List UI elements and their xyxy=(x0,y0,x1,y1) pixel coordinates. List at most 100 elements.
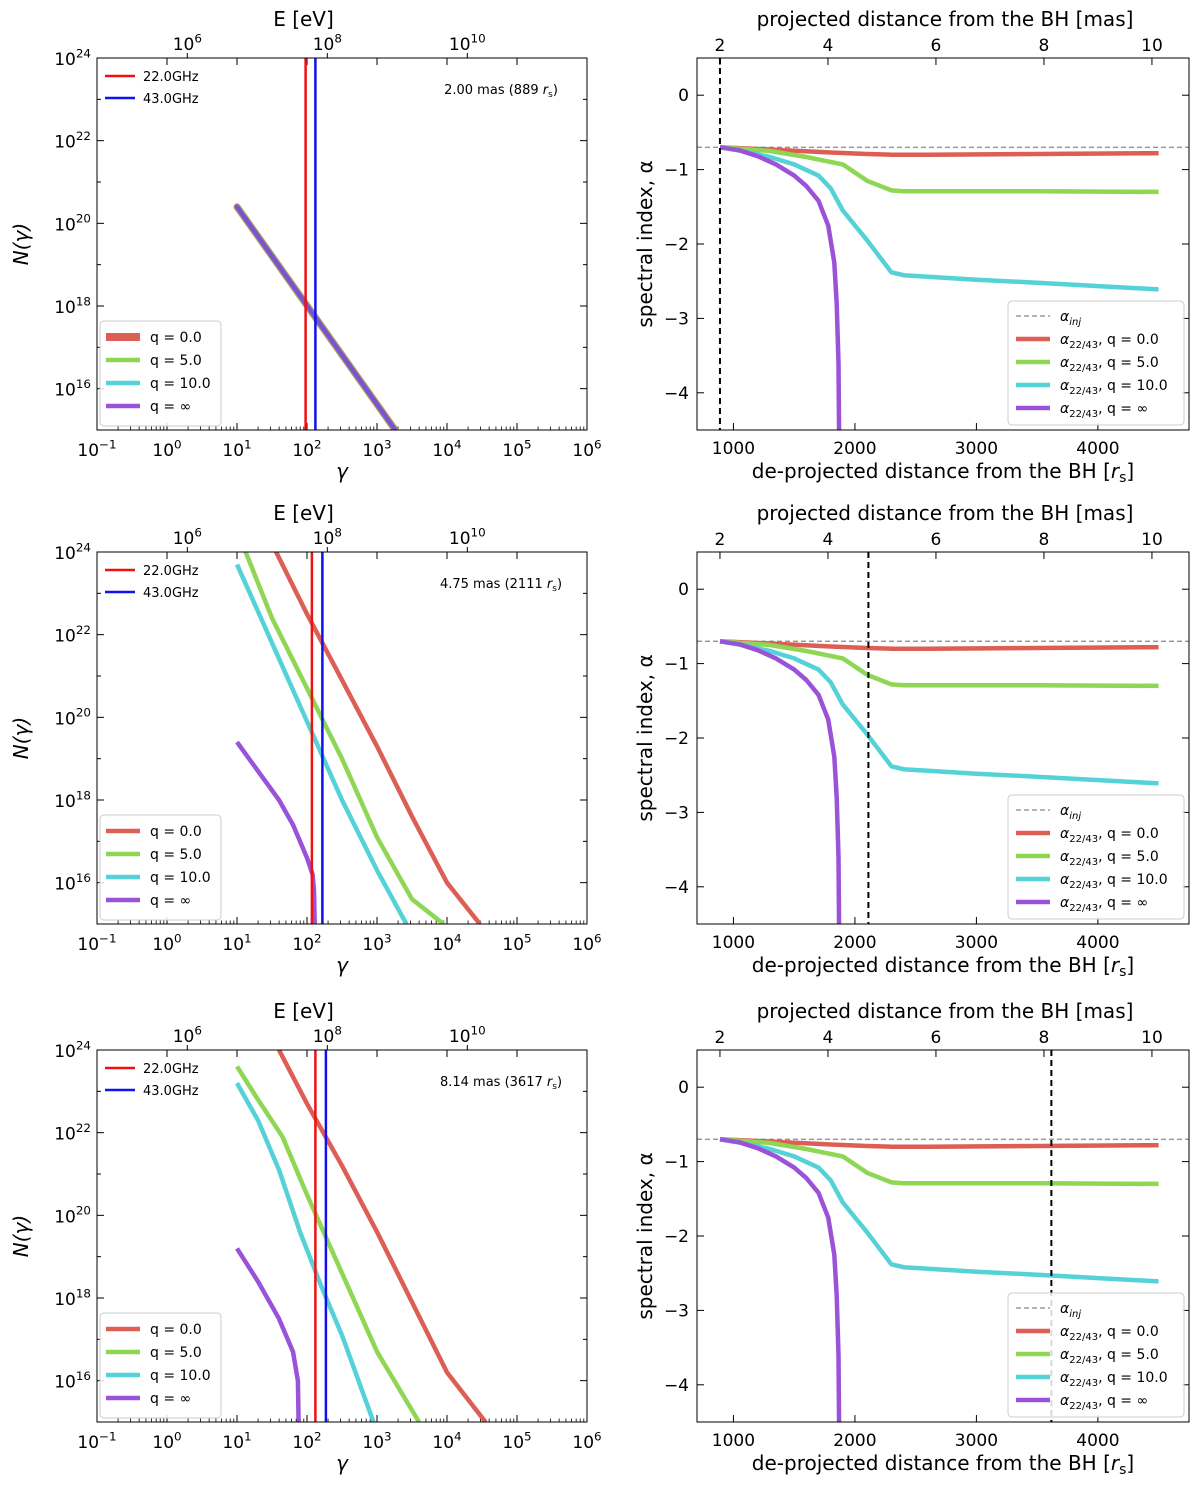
y-tick-label: 1016 xyxy=(54,377,91,401)
x-tick-label: 104 xyxy=(432,437,461,461)
top-tick-label: 106 xyxy=(173,1023,202,1047)
y-tick-label: −2 xyxy=(664,729,689,749)
legend-label: q = 5.0 xyxy=(150,1345,202,1361)
top-tick-label: 10 xyxy=(1141,530,1163,550)
series-line-q10 xyxy=(234,563,409,924)
legend-box xyxy=(99,814,222,921)
series-line-q0 xyxy=(277,1050,488,1422)
x-tick-label: 3000 xyxy=(955,933,998,953)
y-tick-label: −2 xyxy=(664,1227,689,1247)
legend-label: αinj xyxy=(1060,1301,1081,1320)
x-tick-label: 2000 xyxy=(833,439,876,459)
series-line-q5 xyxy=(243,552,445,924)
x-tick-label: 104 xyxy=(432,931,461,955)
top-axis-title: E [eV] xyxy=(273,501,334,525)
x-tick-label: 101 xyxy=(222,437,251,461)
y-tick-label: −2 xyxy=(664,235,689,255)
top-tick-label: 1010 xyxy=(449,1023,486,1047)
y-tick-label: −1 xyxy=(664,1153,689,1173)
top-tick-label: 8 xyxy=(1039,1028,1050,1048)
x-tick-label: 103 xyxy=(362,437,391,461)
top-tick-label: 10 xyxy=(1141,1028,1163,1048)
y-tick-label: 1016 xyxy=(54,871,91,895)
top-tick-label: 1010 xyxy=(449,525,486,549)
distance-annotation: 8.14 mas (3617 rs) xyxy=(440,1075,562,1092)
top-tick-label: 4 xyxy=(823,1028,834,1048)
legend-label: q = ∞ xyxy=(150,399,191,415)
x-tick-label: 2000 xyxy=(833,1431,876,1451)
x-tick-label: 10−1 xyxy=(77,931,116,955)
top-tick-label: 1010 xyxy=(449,31,486,55)
y-tick-label: 1018 xyxy=(54,294,91,318)
x-tick-label: 104 xyxy=(432,1429,461,1453)
y-axis-title: spectral index, α xyxy=(633,160,657,327)
legend-label: α22/43, q = ∞ xyxy=(1060,1393,1148,1412)
curves xyxy=(233,58,399,430)
x-tick-label: 10−1 xyxy=(77,1429,116,1453)
top-tick-label: 4 xyxy=(823,530,834,550)
legend-label: α22/43, q = ∞ xyxy=(1060,401,1148,420)
legend-label: α22/43, q = 5.0 xyxy=(1060,1347,1159,1366)
legend-label: α22/43, q = 10.0 xyxy=(1060,378,1168,397)
x-axis-title: de-projected distance from the BH [rs] xyxy=(752,953,1134,980)
top-tick-label: 2 xyxy=(715,1028,726,1048)
x-tick-label: 4000 xyxy=(1076,933,1119,953)
series-line-q5 xyxy=(719,145,1159,195)
series-line-q0 xyxy=(719,639,1159,651)
top-axis-title: projected distance from the BH [mas] xyxy=(757,999,1134,1023)
x-tick-label: 105 xyxy=(502,931,531,955)
legend-box xyxy=(1007,794,1185,920)
legend-label: q = 5.0 xyxy=(150,847,202,863)
legend-label-freq: 22.0GHz xyxy=(143,564,199,579)
top-axis-title: projected distance from the BH [mas] xyxy=(757,7,1134,31)
series-line-q0 xyxy=(719,1137,1159,1149)
legend-label: αinj xyxy=(1060,309,1081,328)
y-tick-label: −3 xyxy=(664,309,689,329)
x-tick-label: 106 xyxy=(572,931,601,955)
y-tick-label: 1024 xyxy=(54,46,91,70)
x-tick-label: 103 xyxy=(362,931,391,955)
x-tick-label: 101 xyxy=(222,931,251,955)
x-axis-title: de-projected distance from the BH [rs] xyxy=(752,1451,1134,1478)
legend-label: q = 10.0 xyxy=(150,870,211,886)
x-tick-label: 3000 xyxy=(955,439,998,459)
legend-label: α22/43, q = 0.0 xyxy=(1060,332,1159,351)
y-tick-label: 0 xyxy=(678,1078,689,1098)
top-tick-label: 108 xyxy=(313,525,342,549)
legend-label: q = 5.0 xyxy=(150,353,202,369)
top-axis-title: E [eV] xyxy=(273,999,334,1023)
y-tick-label: 1018 xyxy=(54,1286,91,1310)
x-tick-label: 102 xyxy=(292,931,321,955)
spectrum-panel-1: 10−1 100 101 102 103 104 105 106 1016 1018 1020 102… xyxy=(9,7,602,483)
axes-frame xyxy=(696,1049,1190,1423)
legend-label: q = ∞ xyxy=(150,893,191,909)
x-tick-label: 1000 xyxy=(712,1431,755,1451)
y-tick-label: −4 xyxy=(664,384,689,404)
spectral-index-panel-3: 1000 2000 3000 4000 0 −1 −2 −3 −4 2 4 6 8 10 projected… xyxy=(633,999,1190,1478)
top-tick-label: 6 xyxy=(931,1028,942,1048)
axes-frame xyxy=(696,57,1190,431)
legend-label-freq: 43.0GHz xyxy=(143,92,199,107)
legend-label: α22/43, q = 0.0 xyxy=(1060,1324,1159,1343)
x-tick-label: 2000 xyxy=(833,933,876,953)
x-axis-title: de-projected distance from the BH [rs] xyxy=(752,459,1134,486)
x-tick-label: 1000 xyxy=(712,439,755,459)
axes-frame xyxy=(96,57,588,431)
y-axis-title: spectral index, α xyxy=(633,1152,657,1319)
legend-box xyxy=(1007,1292,1185,1418)
y-tick-label: 0 xyxy=(678,580,689,600)
x-tick-label: 105 xyxy=(502,1429,531,1453)
legend-label: α22/43, q = 0.0 xyxy=(1060,826,1159,845)
y-tick-label: −3 xyxy=(664,803,689,823)
x-tick-label: 10−1 xyxy=(77,437,116,461)
x-tick-label: 3000 xyxy=(955,1431,998,1451)
spectrum-panel-2: 10−1 100 101 102 103 104 105 106 1016 1018 1020 102… xyxy=(9,501,602,977)
top-axis-title: E [eV] xyxy=(273,7,334,31)
y-axis-title: N(γ) xyxy=(9,223,33,265)
series-line-qinf xyxy=(719,1137,842,1422)
y-axis-title: N(γ) xyxy=(9,1215,33,1257)
x-tick-label: 100 xyxy=(152,931,181,955)
top-tick-label: 106 xyxy=(173,31,202,55)
top-tick-label: 8 xyxy=(1039,36,1050,56)
top-tick-label: 8 xyxy=(1039,530,1050,550)
